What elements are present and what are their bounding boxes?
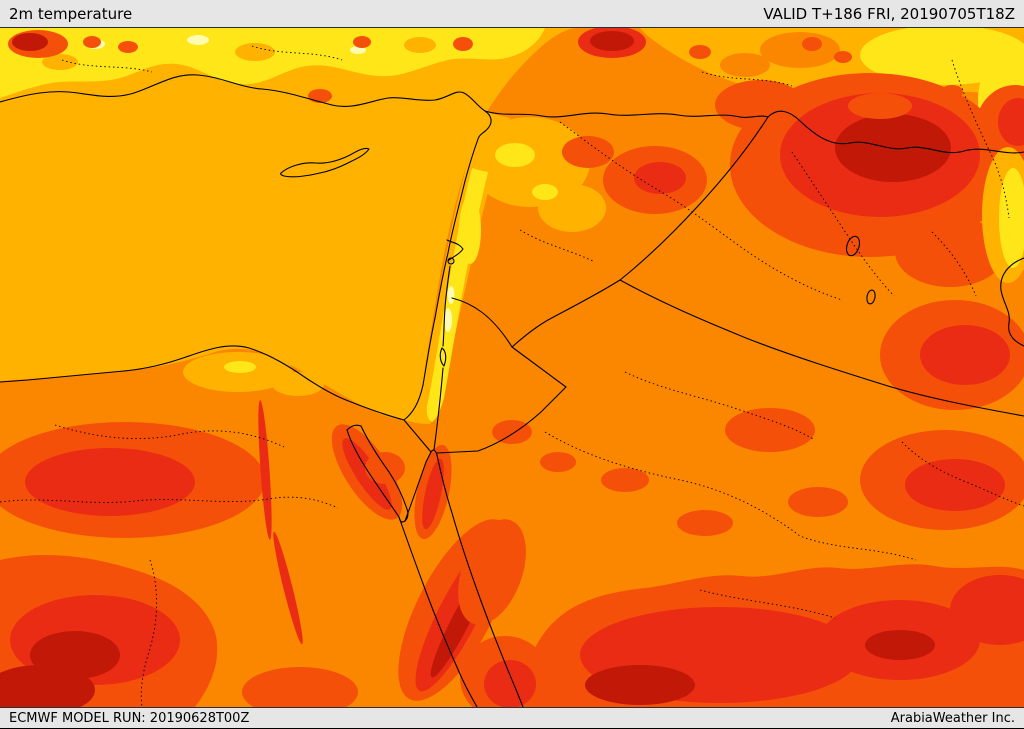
- blob: [860, 28, 1024, 85]
- syria-iraq-jordan-saudi-border: [436, 116, 769, 454]
- blob: [905, 459, 1005, 511]
- blob: [12, 33, 48, 51]
- blob: [601, 468, 649, 492]
- blob: [25, 448, 195, 516]
- dotted-line: [519, 229, 596, 263]
- blob: [258, 400, 272, 540]
- blob: [689, 45, 711, 59]
- dotted-line: [544, 431, 917, 561]
- dotted-line: [931, 231, 977, 297]
- red-sea-east-coast: [436, 454, 524, 707]
- blob: [585, 665, 695, 705]
- dotted-line: [251, 45, 343, 61]
- dotted-boundaries: [0, 45, 1024, 707]
- arava-border: [433, 367, 444, 451]
- dotted-line: [699, 589, 836, 619]
- blob: [999, 168, 1024, 268]
- blob: [365, 452, 405, 484]
- blob: [458, 519, 526, 625]
- lake-outline: [866, 289, 876, 305]
- blob: [532, 184, 558, 200]
- blob: [353, 36, 371, 48]
- model-run-label: ECMWF MODEL RUN: 20190628T00Z: [9, 710, 250, 726]
- country-borders: [403, 110, 1024, 454]
- jordan-river-border: [442, 265, 451, 347]
- blob: [920, 325, 1010, 385]
- blob: [422, 458, 444, 530]
- blob: [865, 630, 935, 660]
- blob: [715, 80, 805, 130]
- dotted-line: [951, 59, 1010, 219]
- dotted-line: [0, 496, 339, 509]
- blob: [453, 37, 473, 51]
- dotted-line: [140, 559, 157, 707]
- cyprus-outline: [280, 147, 370, 178]
- blob: [725, 408, 815, 452]
- blob: [590, 31, 634, 51]
- lake-outline: [845, 235, 861, 257]
- blob: [242, 667, 358, 707]
- valid-time-label: VALID T+186 FRI, 20190705T18Z: [763, 4, 1015, 23]
- blob: [634, 162, 686, 194]
- blob: [273, 531, 303, 645]
- blob: [42, 54, 78, 70]
- blob: [444, 308, 452, 332]
- blob: [308, 89, 332, 103]
- lebanon-border: [446, 239, 464, 262]
- blob: [788, 487, 848, 517]
- blob: [998, 98, 1024, 146]
- blob: [760, 32, 840, 68]
- blob: [677, 510, 733, 536]
- blob: [83, 36, 101, 48]
- syria-jordan-border: [451, 297, 513, 348]
- blob: [0, 665, 95, 707]
- credit-label: ArabiaWeather Inc.: [890, 710, 1015, 726]
- blob: [272, 372, 324, 396]
- gulf-of-suez-coast: [346, 424, 408, 510]
- blob: [404, 37, 436, 53]
- blob: [492, 420, 532, 444]
- blob: [540, 452, 576, 472]
- dead-sea-outline: [439, 347, 447, 367]
- blob: [562, 136, 614, 168]
- gulf-of-suez-west-shore: [346, 429, 400, 518]
- coastlines: [0, 74, 1024, 707]
- blob: [187, 35, 209, 45]
- persian-gulf-coast: [1000, 257, 1024, 347]
- blob: [484, 660, 536, 707]
- gulf-of-aqaba-west-shore: [404, 451, 432, 522]
- footer-bar: ECMWF MODEL RUN: 20190628T00Z ArabiaWeat…: [0, 707, 1024, 729]
- dotted-line: [624, 371, 816, 441]
- map-title: 2m temperature: [9, 4, 133, 23]
- blob: [802, 37, 822, 51]
- blob: [848, 93, 912, 119]
- blob: [834, 51, 852, 63]
- dotted-line: [791, 151, 895, 297]
- blob: [118, 41, 138, 53]
- temperature-field: [0, 28, 1024, 707]
- israel-egypt-border: [403, 419, 432, 453]
- blob: [720, 53, 770, 77]
- blob: [459, 196, 481, 264]
- mediterranean-coastline: [0, 74, 492, 421]
- blob: [950, 575, 1024, 645]
- header-bar: 2m temperature VALID T+186 FRI, 20190705…: [0, 0, 1024, 28]
- dotted-line: [61, 59, 153, 73]
- blob: [235, 43, 275, 61]
- blob: [495, 143, 535, 167]
- red-sea-west-coast: [398, 516, 478, 707]
- dotted-line: [701, 71, 793, 87]
- blob: [447, 286, 455, 304]
- blob: [224, 361, 256, 373]
- iraq-saudi-border: [619, 279, 1024, 417]
- dotted-line: [901, 441, 1024, 507]
